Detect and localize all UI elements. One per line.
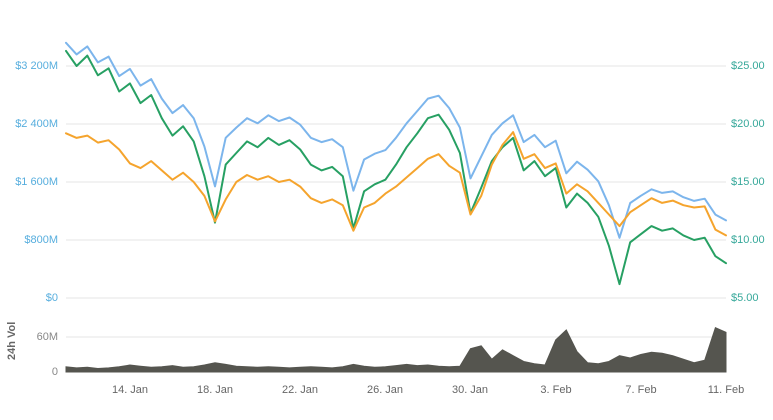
left-axis-tick: $0 — [45, 292, 58, 304]
right-axis-tick: $10.00 — [731, 234, 765, 246]
x-axis-tick: 7. Feb — [625, 384, 657, 396]
series-blue-line — [65, 41, 727, 239]
left-axis-tick: $800M — [24, 234, 58, 246]
x-axis-tick: 22. Jan — [281, 384, 319, 396]
left-axis-tick: $1 600M — [15, 176, 58, 188]
x-axis-tick: 18. Jan — [196, 384, 234, 396]
x-axis-tick: 14. Jan — [111, 384, 149, 396]
right-axis-tick: $25.00 — [731, 60, 765, 72]
left-axis-tick: $3 200M — [15, 60, 58, 72]
series-green-line — [65, 49, 727, 286]
right-axis-tick: $20.00 — [731, 118, 765, 130]
x-axis-tick: 3. Feb — [540, 384, 572, 396]
x-axis-tick: 26. Jan — [366, 384, 404, 396]
volume-axis-tick: 60M — [36, 331, 58, 343]
volume-area — [65, 327, 727, 373]
volume-axis-tick: 0 — [51, 366, 58, 378]
right-axis-tick: $5.00 — [731, 292, 759, 304]
x-axis-tick: 11. Feb — [707, 384, 745, 396]
right-axis-tick: $15.00 — [731, 176, 765, 188]
left-axis-tick: $2 400M — [15, 118, 58, 130]
x-axis-tick: 30. Jan — [451, 384, 489, 396]
series-orange-line — [65, 131, 727, 237]
